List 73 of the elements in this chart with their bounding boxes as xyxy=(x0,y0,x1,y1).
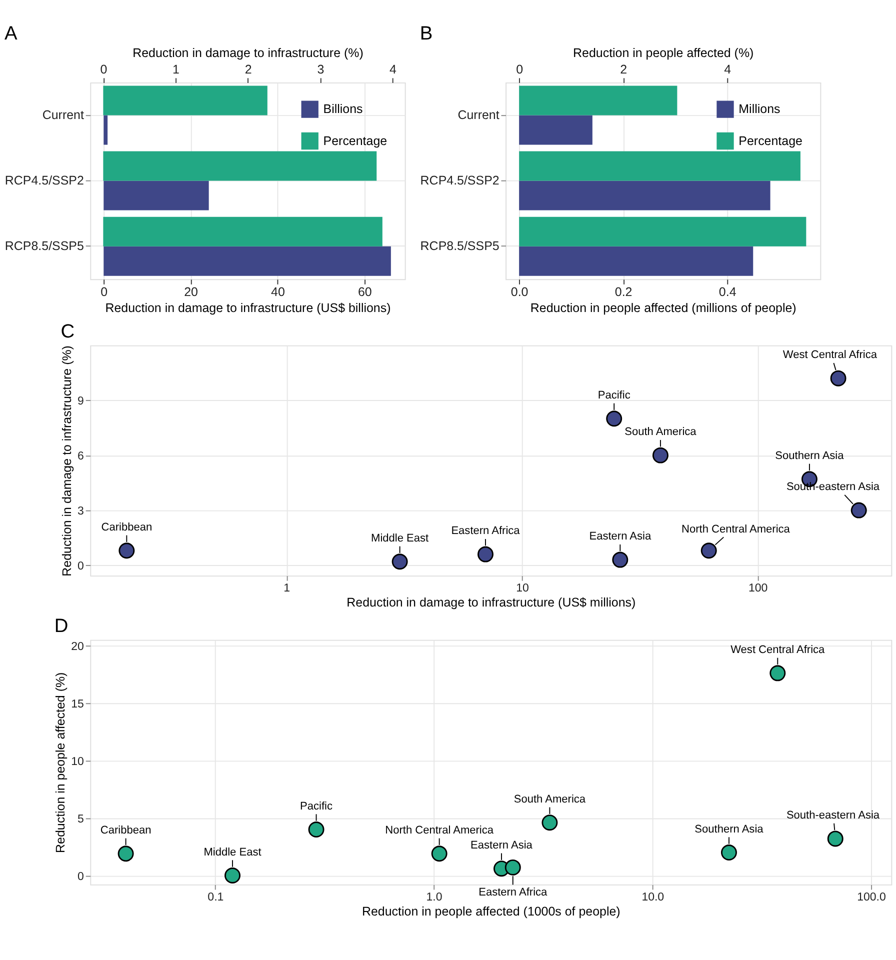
annotation: Eastern Africa xyxy=(451,525,521,538)
x-tick-label: 0 xyxy=(100,284,108,299)
y-tick-label: 15 xyxy=(71,698,84,710)
x-tick-label: 10 xyxy=(516,582,529,594)
legend-label: Percentage xyxy=(738,134,803,148)
legend-label: Billions xyxy=(323,102,363,116)
annotation: South-eastern Asia xyxy=(786,810,880,822)
x-tick-label: 10.0 xyxy=(642,891,664,904)
annotation: Eastern Asia xyxy=(470,839,534,852)
annotation: North Central America xyxy=(682,523,791,536)
annotation: Pacific xyxy=(300,800,333,812)
y-tick-label: 3 xyxy=(78,506,84,518)
x2-tick-label: 1 xyxy=(172,62,180,76)
annotation: North Central America xyxy=(385,824,494,837)
y-tick-label: 10 xyxy=(71,756,84,768)
x-axis-title: Reduction in damage to infrastructure (US$ millions) xyxy=(346,596,636,610)
y-tick-label: 5 xyxy=(78,813,84,826)
annotation: Eastern Asia xyxy=(589,530,652,543)
annotation: West Central Africa xyxy=(730,644,826,656)
chart-title: B xyxy=(420,23,433,44)
x2-tick-label: 0 xyxy=(100,62,108,76)
x-tick-label: 100 xyxy=(748,582,768,594)
x-tick-label: 1.0 xyxy=(426,891,442,904)
annotation: South-eastern Asia xyxy=(786,481,880,494)
y-tick-label: 6 xyxy=(78,450,84,463)
x-axis-title: Reduction in people affected (millions of people) xyxy=(530,301,796,316)
y-tick-label: RCP8.5/SSP5 xyxy=(420,239,500,254)
x-tick-label: 0.1 xyxy=(208,891,224,904)
x2-tick-label: 3 xyxy=(317,62,324,76)
x2-tick-label: 2 xyxy=(620,62,628,76)
x-tick-label: 0.0 xyxy=(510,284,528,299)
annotation: Eastern Africa xyxy=(478,886,548,898)
chart-title: A xyxy=(4,23,18,44)
x-tick-label: 100.0 xyxy=(857,891,886,904)
x2-tick-label: 4 xyxy=(724,62,732,76)
y-tick-label: RCP4.5/SSP2 xyxy=(4,174,84,188)
y-tick-label: Current xyxy=(42,108,84,122)
chart-title: C xyxy=(60,321,75,342)
x2-tick-label: 2 xyxy=(244,62,252,76)
chart-title: D xyxy=(54,616,68,638)
y-tick-label: RCP8.5/SSP5 xyxy=(4,239,84,254)
x2-tick-label: 4 xyxy=(390,62,397,76)
legend-label: Percentage xyxy=(323,134,388,148)
x2-tick-label: 0 xyxy=(516,62,524,76)
annotation: Middle East xyxy=(371,532,429,544)
x2-axis-title: Reduction in damage to infrastructure (%) xyxy=(132,46,364,60)
annotation: Pacific xyxy=(598,390,631,402)
y-tick-label: RCP4.5/SSP2 xyxy=(420,174,500,188)
x-axis-title: Reduction in damage to infrastructure (US$ billions) xyxy=(105,301,391,316)
legend-label: Millions xyxy=(738,102,780,116)
x2-axis-title: Reduction in people affected (%) xyxy=(573,46,754,60)
annotation: Caribbean xyxy=(101,521,152,534)
y-tick-label: Current xyxy=(458,108,500,122)
annotation: Southern Asia xyxy=(694,823,764,836)
x-axis-title: Reduction in people affected (1000s of people) xyxy=(362,904,620,919)
y-tick-label: 9 xyxy=(78,396,84,408)
y-tick-label: 20 xyxy=(71,640,84,653)
y-tick-label: 0 xyxy=(78,560,84,573)
y-tick-label: 0 xyxy=(78,870,84,883)
x-tick-label: 0.2 xyxy=(614,284,632,299)
y-axis-title: Reduction in people affected (%) xyxy=(53,672,68,853)
x-tick-label: 20 xyxy=(184,284,198,299)
annotation: South America xyxy=(514,793,586,806)
x-tick-label: 40 xyxy=(271,284,285,299)
y-axis-title: Reduction in damage to infrastructure (%) xyxy=(60,346,74,576)
x-tick-label: 1 xyxy=(284,582,290,594)
annotation: Southern Asia xyxy=(775,450,845,462)
x-tick-label: 0.4 xyxy=(718,284,736,299)
x-tick-label: 60 xyxy=(358,284,372,299)
annotation: West Central Africa xyxy=(782,349,878,362)
annotation: Middle East xyxy=(204,846,262,858)
annotation: Caribbean xyxy=(100,824,152,837)
annotation: South America xyxy=(624,426,698,438)
